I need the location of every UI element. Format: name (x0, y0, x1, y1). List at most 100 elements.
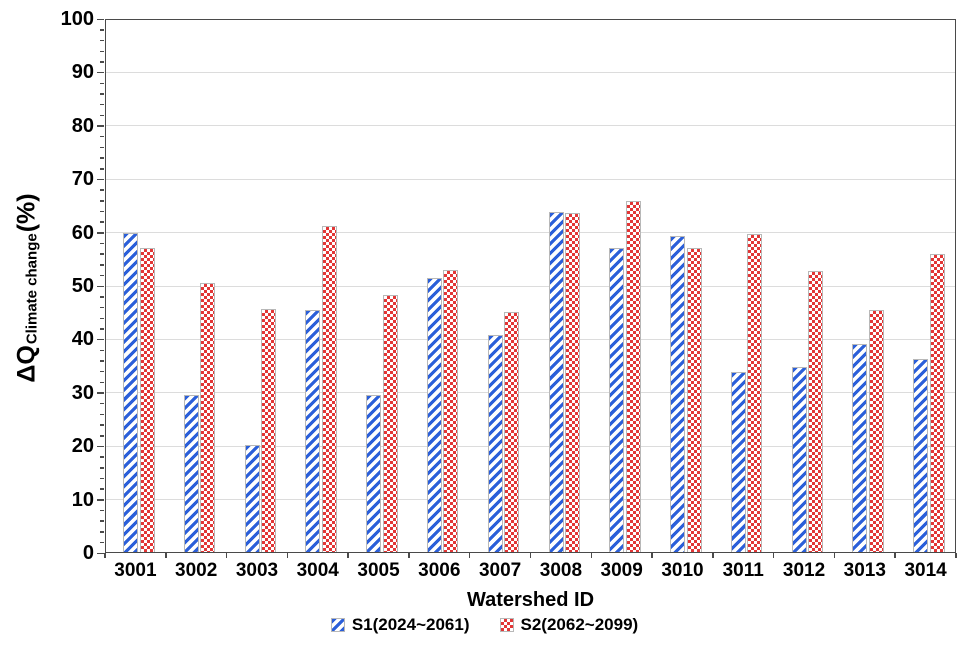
category-label-3005: 3005 (357, 560, 400, 581)
y-minor-tick-64 (100, 210, 104, 213)
y-minor-tick-36 (100, 360, 104, 362)
y-minor-tick-62 (100, 221, 104, 223)
y-minor-tick-54 (100, 264, 104, 266)
y-minor-tick-52 (100, 274, 104, 277)
category-label-3008: 3008 (539, 560, 583, 581)
x-boundary-tick-6 (468, 553, 471, 558)
x-boundary-tick-14 (955, 553, 957, 558)
y-minor-tick-78 (100, 135, 104, 138)
bar-s1-3012 (791, 366, 807, 552)
x-boundary-tick-1 (165, 553, 167, 558)
y-minor-tick-26 (100, 413, 104, 416)
bar-s1-3005 (366, 395, 382, 552)
gridline-y-80 (106, 125, 955, 127)
bar-s2-3008 (565, 213, 580, 552)
y-minor-tick-82 (100, 114, 104, 117)
y-major-tick-100 (97, 18, 104, 20)
y-major-tick-60 (97, 232, 104, 234)
bar-s2-3014 (929, 253, 945, 552)
y-major-tick-40 (97, 338, 104, 341)
y-tick-label-70: 70 (71, 168, 94, 191)
plot-area (105, 19, 956, 553)
bar-s1-3011 (730, 372, 746, 552)
y-minor-tick-48 (100, 296, 104, 298)
bar-s2-3012 (808, 271, 824, 552)
category-label-3014: 3014 (904, 560, 947, 581)
x-boundary-tick-5 (408, 553, 410, 558)
y-minor-tick-8 (100, 509, 104, 512)
legend-label-s1: S1(2024~2061) (351, 615, 470, 634)
y-major-tick-80 (97, 125, 104, 127)
gridline-y-20 (106, 445, 955, 447)
y-tick-label-90: 90 (71, 61, 94, 84)
y-minor-tick-66 (100, 200, 104, 202)
bar-s2-3001 (139, 247, 155, 552)
category-label-3010: 3010 (661, 560, 704, 581)
legend-swatch-s2-icon (499, 618, 514, 632)
y-minor-tick-44 (100, 317, 104, 320)
y-tick-label-30: 30 (71, 381, 94, 404)
bar-s1-3002 (183, 395, 199, 552)
y-minor-tick-24 (100, 424, 104, 426)
y-minor-tick-74 (100, 157, 104, 159)
y-tick-label-80: 80 (71, 114, 94, 137)
legend-item-s2: S2(2062~2099) (499, 615, 639, 635)
y-minor-tick-34 (100, 370, 104, 373)
bar-s1-3006 (426, 278, 442, 552)
bar-s2-3013 (868, 309, 884, 552)
y-major-tick-30 (97, 392, 104, 394)
gridline-y-90 (106, 71, 955, 73)
bar-s2-3003 (261, 308, 277, 552)
x-boundary-tick-13 (894, 553, 896, 558)
y-tick-label-0: 0 (82, 542, 94, 564)
y-major-tick-20 (97, 445, 104, 448)
y-major-tick-90 (97, 71, 104, 74)
gridline-y-10 (106, 499, 955, 501)
y-axis-title-suffix: (%) (12, 193, 41, 233)
y-minor-tick-46 (100, 306, 104, 309)
x-boundary-tick-3 (286, 553, 289, 558)
category-label-3003: 3003 (235, 560, 279, 581)
y-minor-tick-4 (100, 531, 104, 533)
y-minor-tick-92 (100, 61, 104, 63)
x-boundary-tick-2 (225, 553, 228, 558)
y-minor-tick-94 (100, 50, 104, 53)
category-label-3009: 3009 (600, 560, 643, 581)
y-minor-tick-28 (100, 402, 104, 405)
gridline-y-30 (106, 392, 955, 394)
y-minor-tick-58 (100, 242, 104, 245)
legend-label-s2: S2(2062~2099) (520, 615, 639, 634)
bar-s1-3001 (123, 233, 138, 552)
bar-s1-3008 (548, 212, 564, 552)
bar-s1-3013 (852, 344, 868, 552)
category-label-3004: 3004 (296, 560, 339, 581)
x-boundary-tick-10 (712, 553, 714, 558)
bar-s2-3009 (625, 201, 641, 552)
y-minor-tick-18 (100, 456, 104, 458)
x-boundary-tick-8 (590, 553, 593, 558)
bar-s2-3011 (747, 234, 763, 552)
bar-s2-3007 (504, 311, 520, 552)
gridline-y-40 (106, 338, 955, 340)
y-minor-tick-16 (100, 467, 104, 469)
y-minor-tick-38 (100, 349, 104, 352)
y-minor-tick-72 (100, 168, 104, 170)
y-minor-tick-56 (100, 253, 104, 255)
y-major-tick-50 (97, 285, 104, 287)
y-minor-tick-88 (100, 82, 104, 85)
y-minor-tick-86 (100, 93, 104, 95)
y-minor-tick-96 (100, 39, 104, 42)
bar-s2-3005 (382, 295, 398, 552)
x-boundary-tick-11 (772, 553, 775, 558)
y-axis-title: ΔQClimate change(%) (13, 193, 42, 382)
gridline-y-60 (106, 232, 955, 234)
y-tick-label-60: 60 (71, 221, 94, 244)
legend-swatch-s1-icon (330, 618, 345, 632)
y-minor-tick-14 (100, 477, 104, 480)
y-minor-tick-84 (100, 103, 104, 106)
y-axis-title-subscript: Climate change (23, 233, 41, 345)
bar-s2-3010 (686, 248, 702, 552)
y-tick-label-40: 40 (71, 328, 94, 351)
category-label-3002: 3002 (175, 560, 218, 581)
